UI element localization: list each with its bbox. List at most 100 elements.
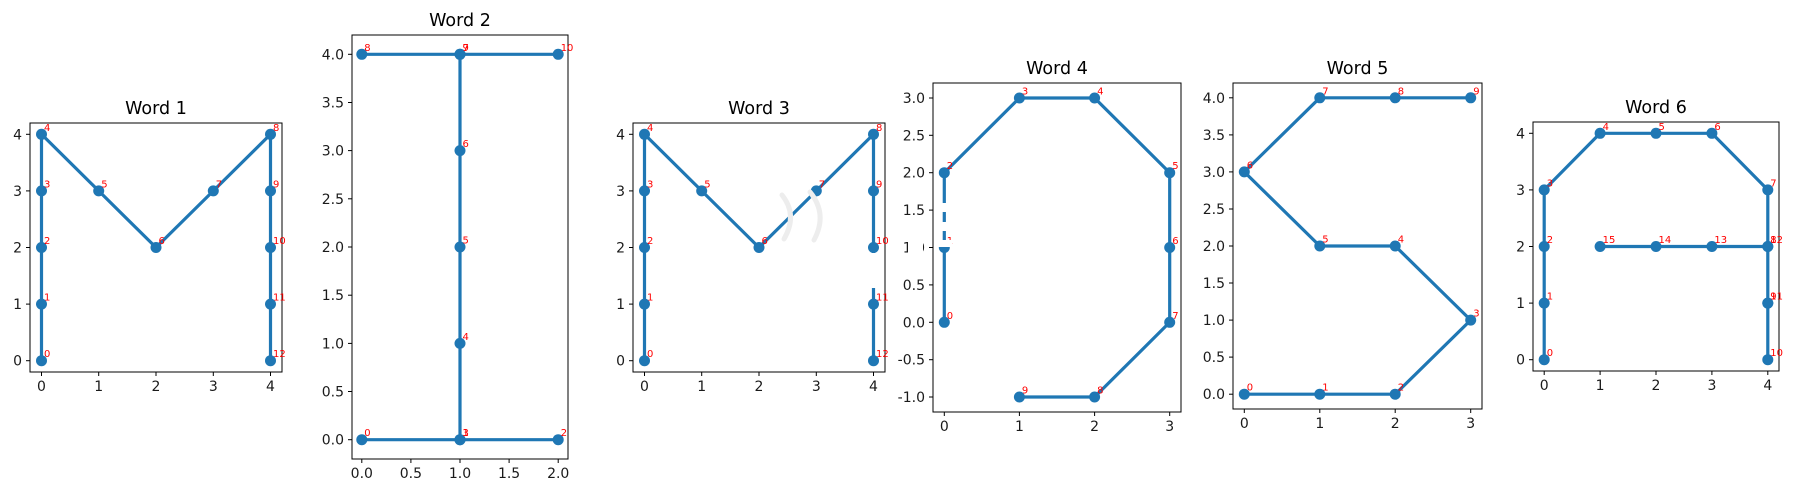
point-index-label: 6 (1172, 236, 1178, 247)
point-index-label: 8 (364, 43, 370, 54)
y-tick-label: 1.5 (1203, 276, 1225, 292)
x-tick-label: 4 (266, 379, 275, 395)
y-tick-label: 4 (1516, 126, 1525, 142)
point-index-label: 8 (1398, 86, 1404, 97)
point-index-label: 9 (1473, 86, 1479, 97)
point-index-label: 0 (44, 349, 50, 360)
point-index-label: 4 (44, 123, 50, 134)
point-index-label: 1 (1322, 383, 1328, 394)
x-tick-label: 4 (1763, 378, 1772, 394)
x-tick-label: 1 (1015, 419, 1024, 435)
y-tick-label: 2 (1516, 240, 1525, 256)
point-index-label: 12 (876, 349, 889, 360)
y-tick-label: 1.5 (903, 203, 925, 219)
y-tick-label: 3.5 (1203, 128, 1225, 144)
y-tick-label: 3.0 (322, 144, 344, 160)
x-axis: 0.00.51.01.52.0 (351, 459, 570, 482)
x-tick-label: 3 (812, 379, 821, 395)
x-tick-label: 0 (1540, 378, 1549, 394)
y-tick-label: 1 (13, 297, 22, 313)
point-index-label: 4 (647, 123, 653, 134)
white-smudge (937, 203, 952, 212)
y-axis: 01234 (13, 127, 30, 369)
point-index-label: 0 (947, 311, 953, 322)
point-index-label: 7 (819, 179, 825, 190)
y-tick-label: 3 (616, 184, 625, 200)
y-tick-label: 4.0 (322, 47, 344, 63)
subplot-title: Word 6 (1625, 98, 1687, 118)
y-tick-label: -1.0 (898, 390, 925, 406)
y-tick-label: 0.5 (1203, 350, 1225, 366)
point-index-label: 5 (704, 179, 710, 190)
y-tick-label: 0 (13, 354, 22, 370)
y-tick-label: 4.0 (1203, 91, 1225, 107)
x-tick-label: 0.0 (351, 466, 373, 482)
point-index-label: 5 (1322, 235, 1328, 246)
point-index-label: 3 (1547, 178, 1553, 189)
x-tick-label: 2 (1652, 378, 1661, 394)
matplotlib-figure: 01234012340123456789101112Word 10.00.51.… (0, 0, 1800, 500)
y-tick-label: 0.0 (1203, 387, 1225, 403)
letter-path (944, 98, 1169, 397)
y-tick-label: 1.0 (322, 336, 344, 352)
x-tick-label: 1 (697, 379, 706, 395)
x-tick-label: 2.0 (547, 466, 569, 482)
point-index-label: 3 (44, 179, 50, 190)
y-tick-label: 0 (1516, 353, 1525, 369)
x-tick-label: 2 (152, 379, 161, 395)
y-axis: 0.00.51.01.52.02.53.03.54.0 (322, 47, 352, 448)
y-tick-label: 2 (616, 241, 625, 257)
point-index-label: 12 (273, 349, 286, 360)
y-tick-label: 4 (13, 127, 22, 143)
x-axis: 01234 (37, 372, 275, 395)
point-index-label: 10 (876, 236, 889, 247)
x-tick-label: 2 (1391, 416, 1400, 432)
x-axis: 01234 (1540, 371, 1773, 394)
y-tick-label: 4 (616, 127, 625, 143)
point-index-label: 9 (876, 179, 882, 190)
y-tick-label: 1.0 (1203, 313, 1225, 329)
axes-box (933, 83, 1181, 412)
point-index-label: 5 (463, 236, 469, 247)
point-index-label: 1 (647, 293, 653, 304)
point-index-label: 0 (1547, 348, 1553, 359)
point-index-label: 2 (647, 236, 653, 247)
y-tick-label: 0.0 (322, 433, 344, 449)
x-tick-label: 4 (869, 379, 878, 395)
subplot-word-5: 01230.00.51.01.52.02.53.03.54.0012345678… (1203, 59, 1482, 432)
x-tick-label: 2 (1090, 419, 1099, 435)
point-index-labels: 012345678910 (364, 43, 573, 439)
point-index-label: 4 (463, 332, 469, 343)
point-index-label: 3 (463, 428, 469, 439)
point-index-label: 5 (101, 179, 107, 190)
point-index-label: 2 (1398, 383, 1404, 394)
point-index-label: 2 (1547, 235, 1553, 246)
x-tick-label: 1.0 (449, 466, 471, 482)
point-index-label: 7 (216, 179, 222, 190)
point-index-label: 3 (1473, 309, 1479, 320)
x-tick-label: 2 (755, 379, 764, 395)
point-index-label: 12 (1770, 235, 1783, 246)
y-axis: 01234 (1516, 126, 1533, 368)
point-index-label: 10 (1770, 348, 1783, 359)
point-index-label: 14 (1659, 235, 1672, 246)
y-tick-label: 2.5 (1203, 202, 1225, 218)
y-tick-label: 0.0 (903, 315, 925, 331)
subplot-title: Word 1 (125, 99, 187, 119)
point-index-label: 13 (1714, 235, 1727, 246)
white-smudge (937, 240, 952, 247)
x-axis: 0123 (940, 412, 1174, 435)
point-index-label: 0 (364, 428, 370, 439)
subplot-title: Word 4 (1026, 59, 1088, 79)
point-index-label: 10 (561, 43, 574, 54)
y-tick-label: 3 (1516, 183, 1525, 199)
y-tick-label: 0.5 (322, 385, 344, 401)
point-index-labels: 0123456789101112 (647, 123, 889, 360)
y-tick-label: 2.0 (322, 240, 344, 256)
point-index-labels: 0123456789101112131415 (1547, 122, 1783, 359)
x-tick-label: 3 (209, 379, 218, 395)
y-tick-label: 2.5 (903, 128, 925, 144)
point-index-label: 10 (273, 236, 286, 247)
point-index-labels: 0123456789101112 (44, 123, 286, 360)
point-index-label: 4 (1097, 87, 1103, 98)
